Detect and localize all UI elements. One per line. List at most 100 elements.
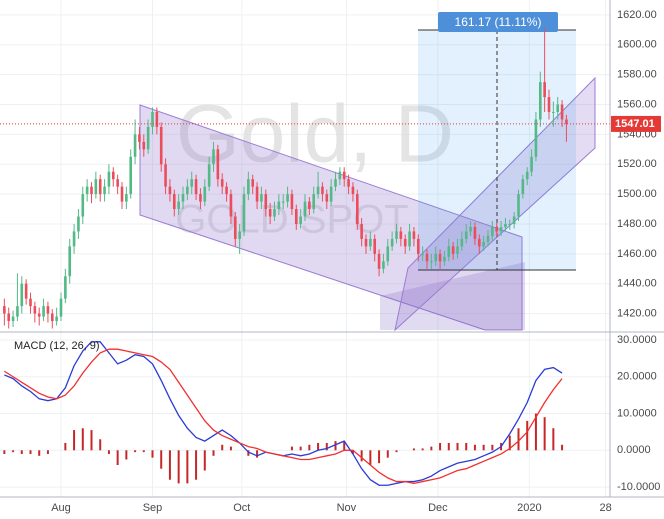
candle-body — [556, 104, 560, 112]
candle-body — [521, 179, 525, 195]
grid — [0, 0, 610, 497]
histogram-bar — [360, 450, 363, 462]
y-tick-label: 1420.00 — [617, 307, 657, 319]
histogram-bar — [99, 439, 102, 451]
histogram-bar — [325, 442, 328, 451]
candle-body — [98, 179, 102, 195]
candle-body — [220, 179, 224, 187]
histogram-bar — [125, 450, 128, 460]
candle-body — [133, 134, 137, 157]
candle-body — [155, 111, 159, 127]
macd-line — [4, 348, 563, 485]
candle-body — [321, 186, 324, 195]
candle-body — [399, 231, 403, 239]
candle-body — [46, 306, 50, 314]
candle-body — [477, 238, 481, 247]
histogram-bar — [116, 450, 119, 466]
candle-body — [482, 241, 485, 247]
ascending-channel — [394, 76, 596, 332]
candle-body — [308, 201, 311, 210]
y-tick-label: 1460.00 — [617, 248, 657, 260]
candle-body — [329, 186, 333, 202]
histogram-bar — [168, 450, 171, 480]
candle-body — [255, 186, 259, 202]
candle-body — [50, 313, 54, 322]
candle-body — [447, 246, 451, 257]
candle-body — [229, 194, 233, 217]
histogram-bar — [195, 450, 198, 480]
candle-body — [81, 194, 85, 217]
candle-body — [504, 223, 507, 227]
candle-body — [508, 223, 512, 225]
histogram-bar — [160, 450, 163, 469]
histogram-bar — [186, 450, 189, 484]
candle-body — [373, 238, 377, 254]
histogram-bar — [247, 450, 250, 456]
histogram-bar — [177, 450, 180, 484]
histogram-bar — [482, 444, 485, 451]
x-tick-label: 2020 — [517, 502, 541, 514]
candle-body — [172, 194, 176, 210]
histogram-bar — [151, 450, 154, 458]
x-tick-label: Oct — [233, 502, 250, 514]
histogram-bar — [81, 428, 84, 451]
channel-shade — [380, 262, 525, 330]
candle-body — [412, 231, 416, 239]
measure-label-box — [438, 12, 558, 32]
candle-body — [138, 134, 141, 142]
candle-body — [543, 82, 546, 98]
histogram-bar — [378, 450, 381, 464]
candle-body — [499, 226, 503, 232]
candle-body — [11, 316, 15, 322]
candle-body — [238, 231, 241, 239]
candle-body — [495, 226, 499, 232]
candle-body — [42, 306, 45, 317]
candle-body — [216, 149, 220, 180]
candle-body — [37, 313, 41, 317]
histogram-bar — [142, 450, 145, 453]
candle-body — [16, 306, 19, 317]
histogram-bar — [561, 444, 564, 451]
candle-body — [286, 194, 289, 202]
candle-body — [7, 313, 11, 322]
histogram-bar — [317, 442, 320, 451]
x-tick-label: Sep — [143, 502, 163, 514]
candle-body — [33, 306, 37, 314]
histogram-bar — [29, 450, 32, 454]
candle-body — [347, 179, 350, 187]
candle-body — [281, 201, 285, 203]
candle-body — [103, 186, 106, 195]
histogram-bar — [334, 441, 337, 451]
candle-body — [342, 171, 346, 180]
candle-body — [242, 194, 246, 232]
candle-body — [294, 209, 298, 224]
histogram-bar — [38, 450, 41, 456]
last-price-box — [611, 115, 661, 132]
histogram-bar — [386, 450, 389, 458]
candle-body — [325, 194, 329, 202]
candle-body — [111, 171, 115, 180]
candle-body — [116, 179, 119, 187]
candle-body — [159, 126, 163, 165]
histogram-bar — [395, 450, 398, 453]
candle-body — [386, 246, 390, 262]
candle-body — [334, 179, 337, 187]
y-tick-label: 1620.00 — [617, 9, 657, 21]
y-tick-label: 1600.00 — [617, 39, 657, 51]
candle-body — [303, 201, 307, 217]
y-tick-label: 10.0000 — [617, 407, 657, 419]
watermark-title: Gold, D — [176, 89, 454, 180]
candle-body — [151, 111, 154, 127]
macd-title: MACD (12, 26, 9) — [14, 340, 100, 352]
candle-body — [194, 179, 198, 195]
candle-body — [59, 298, 63, 317]
y-tick-label: 1440.00 — [617, 278, 657, 290]
candle-body — [460, 238, 464, 247]
histogram-bar — [430, 446, 433, 451]
candle-body — [64, 276, 67, 299]
histogram-bar — [508, 435, 511, 451]
y-tick-label: 1480.00 — [617, 218, 657, 230]
x-tick-label: Aug — [51, 502, 71, 514]
histogram-bar — [491, 444, 494, 451]
candle-body — [24, 283, 28, 299]
